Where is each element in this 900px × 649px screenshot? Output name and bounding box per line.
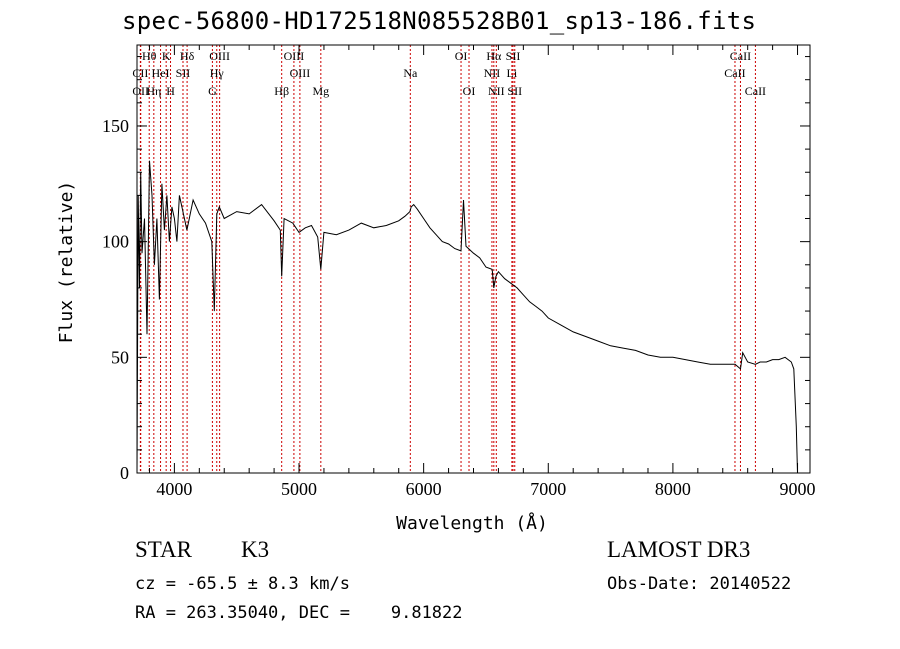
x-tick-label-4000: 4000 bbox=[156, 479, 192, 499]
line-label-8: H bbox=[166, 84, 175, 98]
line-label-0: Hθ bbox=[142, 49, 157, 63]
line-label-27: CaII bbox=[745, 84, 766, 98]
x-tick-label-8000: 8000 bbox=[655, 479, 691, 499]
line-label-7: SII bbox=[176, 66, 191, 80]
plot-frame bbox=[136, 44, 811, 474]
ra-dec: RA = 263.35040, DEC = 9.81822 bbox=[135, 603, 463, 623]
line-label-16: Na bbox=[403, 66, 418, 80]
line-label-12: OIII bbox=[284, 49, 305, 63]
obs-date: Obs-Date: 20140522 bbox=[607, 574, 792, 594]
line-label-13: OIII bbox=[290, 66, 311, 80]
line-label-22: Li bbox=[507, 66, 518, 80]
line-label-9: OIII bbox=[209, 49, 230, 63]
line-label-3: K bbox=[162, 49, 171, 63]
line-label-17: OI bbox=[455, 49, 468, 63]
line-label-10: Hγ bbox=[210, 66, 225, 80]
spectrum-line bbox=[136, 160, 798, 474]
line-label-4: HeI bbox=[152, 66, 170, 80]
y-tick-label-100: 100 bbox=[102, 232, 129, 252]
survey-name: LAMOST DR3 bbox=[607, 537, 751, 562]
chart-title: spec-56800-HD172518N085528B01_sp13-186.f… bbox=[122, 7, 757, 35]
star-class: K3 bbox=[241, 537, 270, 562]
line-label-21: NII bbox=[484, 66, 501, 80]
line-label-26: CaII bbox=[724, 66, 745, 80]
x-tick-label-5000: 5000 bbox=[281, 479, 317, 499]
line-label-14: Hβ bbox=[274, 84, 289, 98]
line-label-15: Mg bbox=[312, 84, 329, 98]
line-label-1: CII bbox=[132, 66, 148, 80]
line-label-19: Hα bbox=[486, 49, 502, 63]
x-tick-label-6000: 6000 bbox=[406, 479, 442, 499]
line-label-18: OI bbox=[463, 84, 476, 98]
x-axis-label: Wavelength (Å) bbox=[396, 512, 548, 534]
line-label-20: SII bbox=[506, 49, 521, 63]
y-tick-label-150: 150 bbox=[102, 116, 129, 136]
line-label-25: CaII bbox=[730, 49, 751, 63]
line-label-24: SII bbox=[507, 84, 522, 98]
y-tick-label-0: 0 bbox=[120, 463, 129, 483]
emission-line-markers bbox=[139, 45, 756, 473]
line-label-5: Hη bbox=[146, 84, 161, 98]
y-axis-ticks: 0 50 100 150 bbox=[102, 56, 810, 483]
x-tick-label-9000: 9000 bbox=[780, 479, 816, 499]
line-label-6: Hδ bbox=[180, 49, 195, 63]
x-axis-ticks: 4000 5000 6000 7000 8000 9000 bbox=[148, 45, 816, 499]
redshift-cz: cz = -65.5 ± 8.3 km/s bbox=[135, 574, 350, 594]
y-axis-label: Flux (relative) bbox=[56, 181, 77, 344]
line-label-11: G bbox=[208, 84, 217, 98]
x-tick-label-7000: 7000 bbox=[530, 479, 566, 499]
y-tick-label-50: 50 bbox=[111, 347, 129, 367]
line-label-23: NII bbox=[488, 84, 505, 98]
star-type: STAR bbox=[135, 537, 192, 562]
